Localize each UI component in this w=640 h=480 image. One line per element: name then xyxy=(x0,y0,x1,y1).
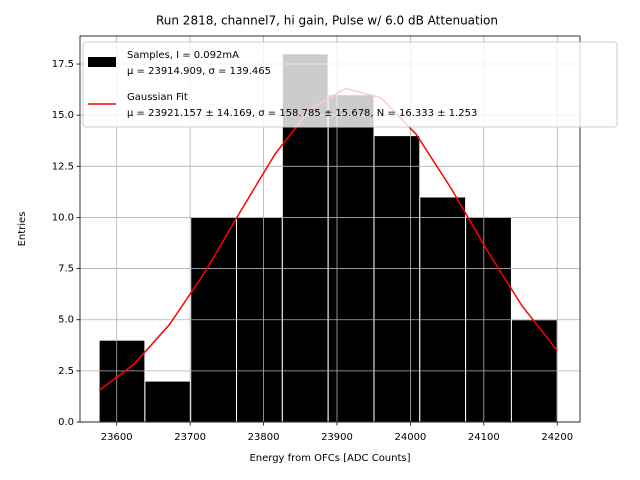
bar xyxy=(419,196,467,423)
x-tick-label: 23700 xyxy=(174,432,206,443)
x-tick-label: 24200 xyxy=(541,432,573,443)
x-tick-label: 24100 xyxy=(468,432,500,443)
y-tick-label: 5.0 xyxy=(58,315,74,326)
legend: Samples, I = 0.092mA μ = 23914.909, σ = 1… xyxy=(82,41,618,128)
y-tick-label: 12.5 xyxy=(52,161,74,172)
y-axis-label: Entries xyxy=(17,212,28,247)
legend-label: Gaussian Fit xyxy=(127,92,188,103)
x-tick-label: 24000 xyxy=(394,432,426,443)
y-tick-label: 7.5 xyxy=(58,264,74,275)
y-tick-label: 0.0 xyxy=(58,417,74,428)
legend-box xyxy=(82,41,618,128)
x-tick-label: 23900 xyxy=(321,432,353,443)
y-tick-label: 15.0 xyxy=(52,110,74,121)
bar xyxy=(98,339,146,423)
x-tick-label: 23800 xyxy=(248,432,280,443)
axes-frame xyxy=(79,35,581,423)
y-tick-label: 2.5 xyxy=(58,366,74,377)
y-tick-label: 10.0 xyxy=(52,212,74,223)
bar xyxy=(327,94,375,423)
legend-label: Samples, I = 0.092mA xyxy=(127,50,239,61)
legend-swatch xyxy=(88,57,116,67)
x-tick-label: 23600 xyxy=(101,432,133,443)
legend-detail: μ = 23921.157 ± 14.169, σ = 158.785 ± 15… xyxy=(127,108,477,119)
y-tick-label: 17.5 xyxy=(52,59,74,70)
legend-detail: μ = 23914.909, σ = 139.465 xyxy=(127,66,271,77)
bar xyxy=(373,135,421,423)
bar xyxy=(144,380,192,423)
chart-title: Run 2818, channel7, hi gain, Pulse w/ 6.… xyxy=(156,14,498,28)
x-axis-label: Energy from OFCs [ADC Counts] xyxy=(249,453,410,464)
